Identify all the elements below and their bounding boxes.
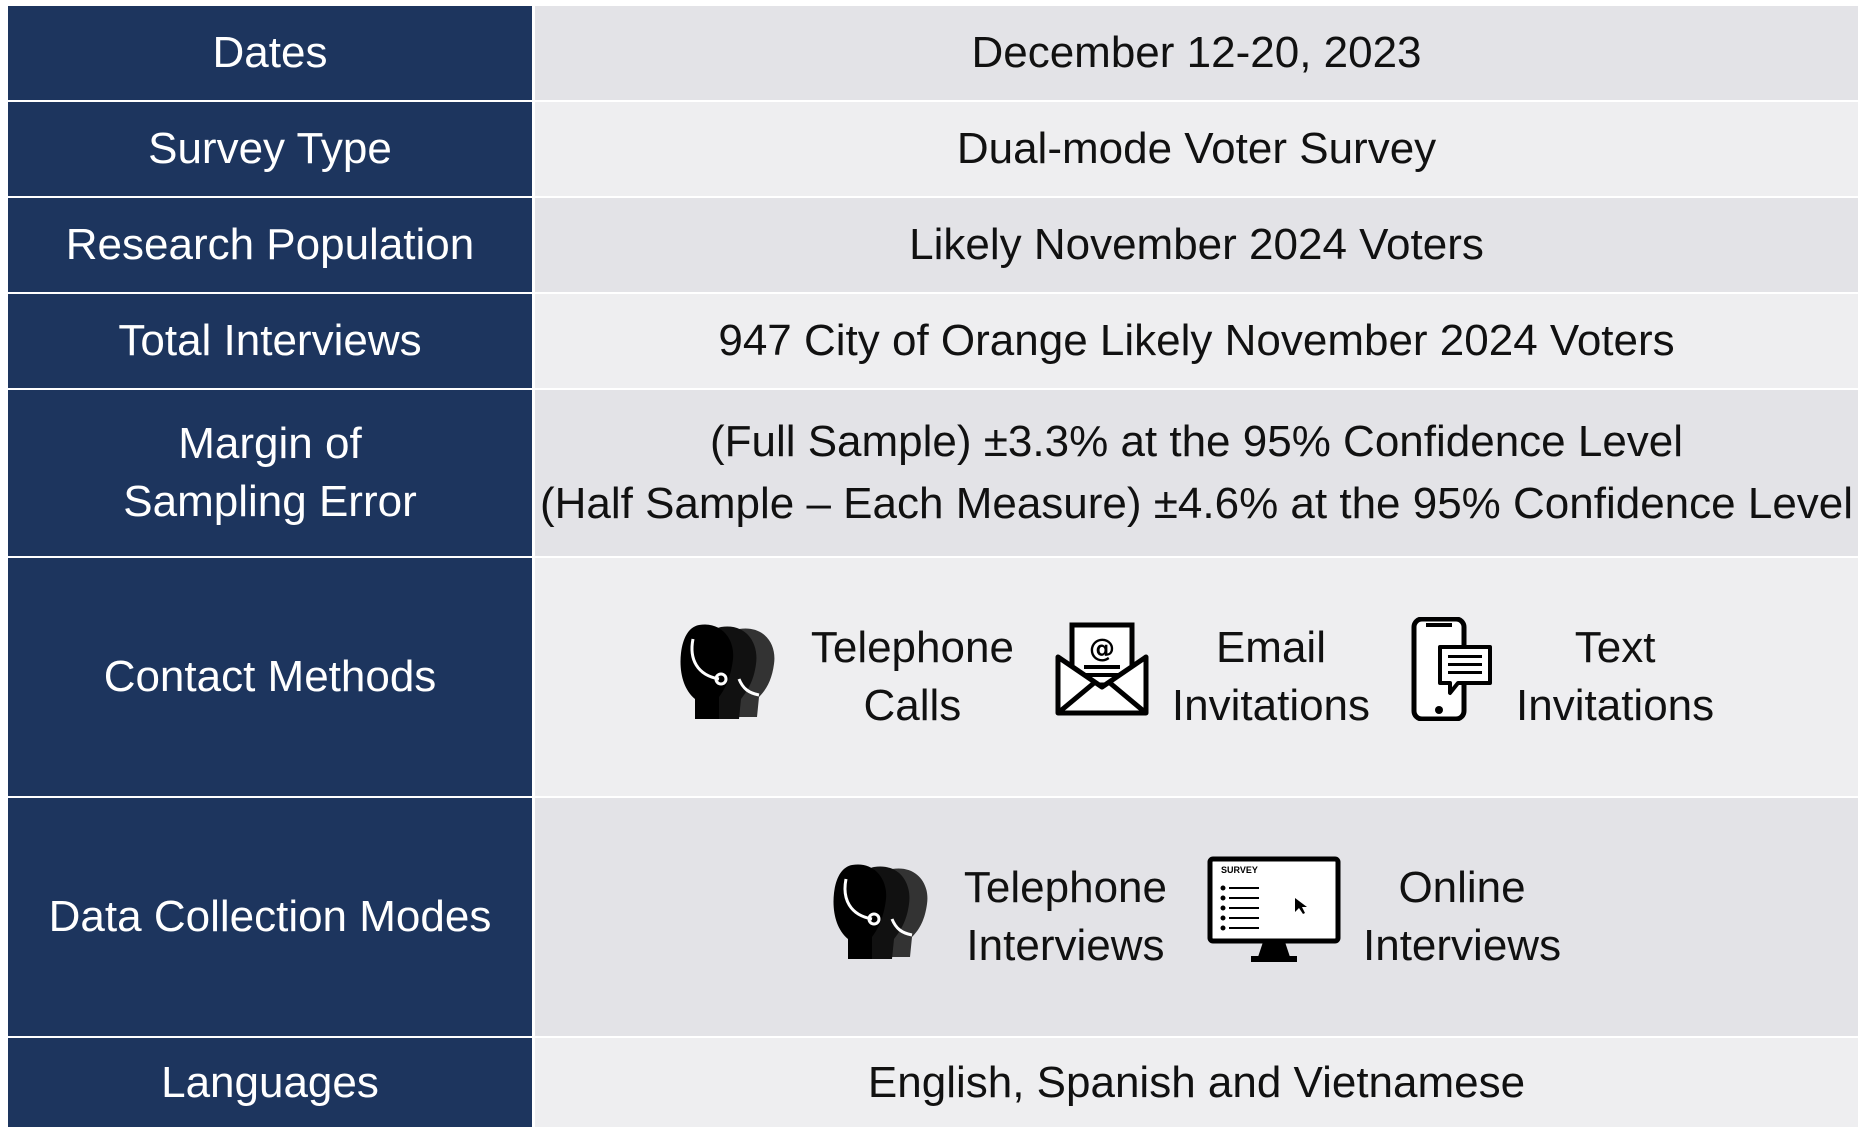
icon bbox=[1411, 616, 1493, 721]
item-text: Text Invitations bbox=[1516, 619, 1714, 735]
item-line: Interviews bbox=[1363, 921, 1562, 970]
row-value: 947 City of Orange Likely November 2024 … bbox=[535, 294, 1858, 388]
row-value: Telephone Interviews SURVEY Online Intervi… bbox=[535, 798, 1858, 1036]
item-line: Email bbox=[1215, 623, 1326, 672]
item-text: Online Interviews bbox=[1363, 859, 1561, 975]
icon bbox=[833, 863, 928, 959]
item-text: Telephone Calls bbox=[811, 619, 1014, 735]
item-text: Email Invitations bbox=[1172, 619, 1370, 735]
row-label: Data Collection Modes bbox=[8, 798, 532, 1036]
row-value: December 12-20, 2023 bbox=[535, 6, 1858, 100]
icon: @ bbox=[1055, 622, 1149, 715]
value-line: (Half Sample – Each Measure) ±4.6% at th… bbox=[539, 479, 1854, 528]
icon bbox=[680, 623, 775, 719]
item-text: Telephone Interviews bbox=[964, 859, 1167, 975]
row-value: Telephone Calls @ Email Invitations Text In… bbox=[535, 558, 1858, 796]
icon-headset bbox=[832, 859, 942, 976]
item-line: Telephone bbox=[810, 623, 1014, 672]
row-label: Survey Type bbox=[8, 102, 532, 196]
row-value: English, Spanish and Vietnamese bbox=[535, 1038, 1858, 1127]
label-line: Contact Methods bbox=[103, 652, 437, 701]
icon-monitor: SURVEY bbox=[1207, 856, 1341, 979]
item-line: Interviews bbox=[966, 921, 1165, 970]
label-line: Total Interviews bbox=[118, 316, 422, 365]
item: SURVEY Online Interviews bbox=[1207, 856, 1561, 979]
row-value: (Full Sample) ±3.3% at the 95% Confidenc… bbox=[535, 390, 1858, 556]
row-label: Margin of Sampling Error bbox=[8, 390, 532, 556]
row-value: Dual-mode Voter Survey bbox=[535, 102, 1858, 196]
item: Telephone Interviews bbox=[832, 859, 1167, 976]
value-line: 947 City of Orange Likely November 2024 … bbox=[718, 316, 1675, 365]
label-line: Languages bbox=[161, 1057, 379, 1107]
value-line: English, Spanish and Vietnamese bbox=[867, 1057, 1526, 1107]
screen-text: SURVEY bbox=[1221, 865, 1258, 875]
item-line: Text bbox=[1574, 623, 1656, 672]
item: Text Invitations bbox=[1410, 616, 1714, 738]
item-line: Online bbox=[1398, 863, 1526, 912]
item-line: Invitations bbox=[1171, 681, 1371, 730]
item: Telephone Calls bbox=[679, 619, 1014, 736]
value-line: (Full Sample) ±3.3% at the 95% Confidenc… bbox=[709, 417, 1684, 466]
label-line: Data Collection Modes bbox=[48, 892, 492, 941]
row-label: Contact Methods bbox=[8, 558, 532, 796]
row-label: Languages bbox=[8, 1038, 532, 1127]
row-value: Likely November 2024 Voters bbox=[535, 198, 1858, 292]
item-line: Invitations bbox=[1516, 681, 1715, 730]
value-line: December 12-20, 2023 bbox=[971, 28, 1422, 77]
icon-phone bbox=[1410, 616, 1494, 738]
row-label: Dates bbox=[8, 6, 532, 100]
item: @ Email Invitations bbox=[1054, 619, 1370, 735]
item-line: Telephone bbox=[963, 863, 1167, 912]
icon: SURVEY bbox=[1207, 856, 1341, 962]
items: Telephone Calls @ Email Invitations Text In… bbox=[679, 616, 1714, 738]
icon-headset bbox=[679, 619, 789, 736]
icon-email: @ bbox=[1054, 621, 1150, 734]
label-line: Sampling Error bbox=[123, 477, 417, 526]
row-label: Research Population bbox=[8, 198, 532, 292]
label-line: Survey Type bbox=[148, 124, 392, 173]
label-line: Margin of bbox=[178, 419, 362, 468]
item-line: Calls bbox=[863, 681, 962, 730]
value-line: Dual-mode Voter Survey bbox=[956, 124, 1437, 173]
row-label: Total Interviews bbox=[8, 294, 532, 388]
value-line: Likely November 2024 Voters bbox=[909, 220, 1484, 269]
label-line: Research Population bbox=[65, 220, 475, 269]
items: Telephone Interviews SURVEY Online Intervi… bbox=[832, 856, 1561, 979]
svg-text:@: @ bbox=[1089, 634, 1115, 664]
label-line: Dates bbox=[212, 28, 328, 77]
